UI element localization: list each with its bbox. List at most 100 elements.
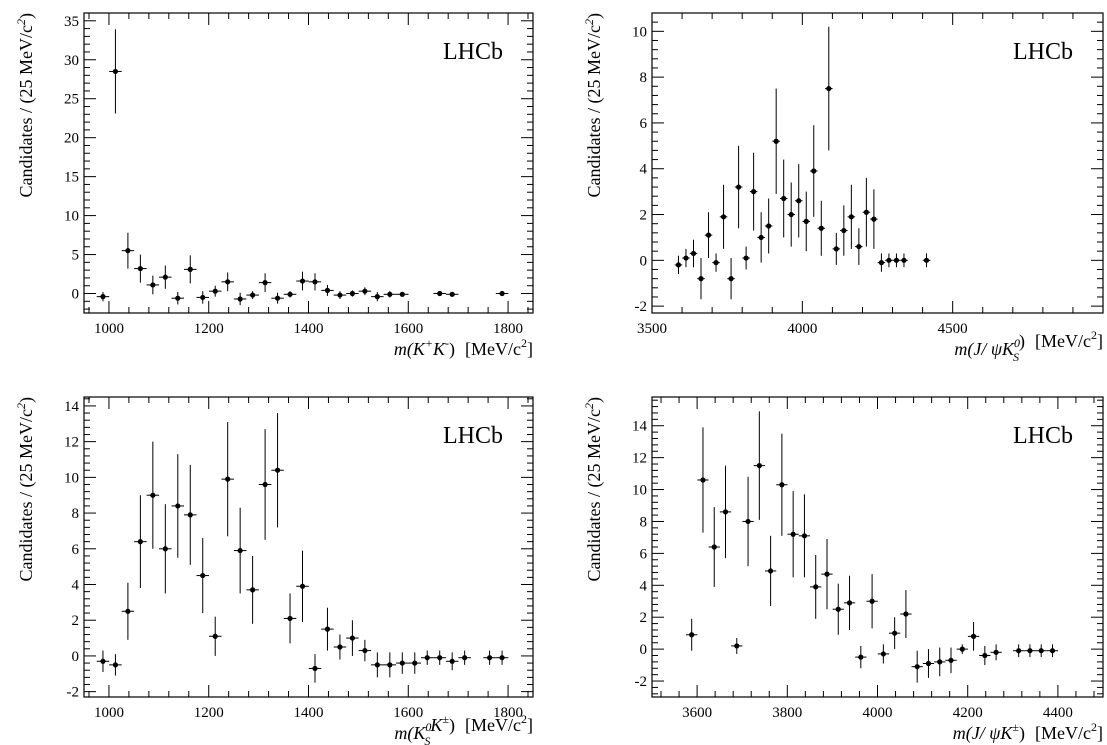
chart3-marker xyxy=(462,655,468,661)
chart3-x-tick-label: 1200 xyxy=(194,705,224,721)
chart4-data-point xyxy=(877,644,890,664)
chart4-data-point xyxy=(776,433,788,536)
chart2-data-point xyxy=(787,182,795,247)
chart3-y-tick-label: 0 xyxy=(72,649,80,665)
chart3-marker xyxy=(162,546,168,552)
chart4-y-tick-label: 8 xyxy=(640,514,648,530)
chart2-marker xyxy=(758,234,764,241)
chart1-data-point xyxy=(159,265,172,289)
chart2-data-point xyxy=(779,159,788,238)
chart3-y-axis-label-sup: 2 xyxy=(14,403,28,409)
chart2-marker xyxy=(788,211,794,218)
chart4-marker xyxy=(937,659,943,665)
chart3-data-point xyxy=(458,650,471,665)
chart2-data-point xyxy=(764,198,773,254)
chart4-marker xyxy=(892,630,898,636)
chart3-data-point xyxy=(371,652,384,678)
chart3-x-axis-unit: [MeV/c xyxy=(465,715,521,735)
chart2-marker xyxy=(886,257,892,263)
chart1-marker xyxy=(175,295,181,301)
chart4-x-tick-label: 3600 xyxy=(682,705,712,721)
chart1-marker xyxy=(125,248,131,254)
chart3-data-point xyxy=(184,464,197,565)
chart3-y-tick-label: 14 xyxy=(64,399,80,415)
chart4-marker xyxy=(982,652,988,659)
chart3-data-point xyxy=(396,652,409,674)
chart4-marker xyxy=(711,544,717,550)
chart3-marker xyxy=(424,655,430,661)
chart2-data-point xyxy=(870,189,878,249)
chart1-x-tick-label: 1200 xyxy=(194,321,224,337)
chart4-y-tick-label: 14 xyxy=(632,419,648,435)
chart3-marker xyxy=(312,665,318,672)
chart2-data-point xyxy=(794,164,803,238)
chart3-data-point xyxy=(196,538,209,614)
chart1-data-point xyxy=(296,271,309,291)
chart3-y-axis-label: Candidates / (25 MeV/c2) xyxy=(14,397,37,581)
chart3-marker xyxy=(100,658,106,664)
chart4-data-point xyxy=(798,494,811,578)
chart4-data-point xyxy=(866,574,878,629)
chart4-data-point xyxy=(911,650,923,683)
chart2-x-axis-label-part: ) xyxy=(1019,331,1025,352)
chart1-data-point xyxy=(196,291,209,304)
chart3-marker xyxy=(137,539,143,545)
chart4-data-point xyxy=(979,645,991,666)
chart3-panel: 1000 1200 1400 1600 1800 -2 0 2 4 6 8 10 12 14 LHCb Can… xyxy=(14,396,534,745)
chart4-data-point xyxy=(708,507,720,587)
chart4-data-point xyxy=(731,637,743,654)
chart2-marker xyxy=(743,255,749,261)
chart1-x-axis-unit-sup: 2 xyxy=(521,336,527,350)
chart1-marker xyxy=(324,287,331,294)
chart2-data-point xyxy=(810,125,818,217)
chart1-data-point xyxy=(171,291,185,305)
chart2-marker xyxy=(833,246,839,252)
chart4-marker xyxy=(813,584,819,590)
chart3-data-point xyxy=(159,504,172,594)
chart4-data-point xyxy=(1046,644,1059,658)
chart2-data-point xyxy=(772,88,780,194)
chart2-marker xyxy=(705,232,712,238)
chart1-y-tick-label: 5 xyxy=(72,248,80,264)
chart3-x-tick-label: 1600 xyxy=(393,705,423,721)
chart3-marker xyxy=(486,655,493,661)
chart4-data-point xyxy=(719,465,732,559)
chart1-data-point xyxy=(495,290,509,297)
chart4-marker xyxy=(756,463,762,469)
chart1-marker xyxy=(349,290,356,297)
chart1-marker xyxy=(374,294,380,300)
chart4-y-tick-label: 4 xyxy=(640,578,648,594)
chart3-marker xyxy=(412,660,418,666)
chart3-data-point xyxy=(283,593,297,644)
chart4-data-point xyxy=(697,427,709,533)
chart3-data-point xyxy=(308,654,322,683)
chart2-marker xyxy=(720,214,727,220)
chart4-marker xyxy=(970,633,977,639)
chart4-data-point xyxy=(821,539,833,610)
chart1-lhcb-label: LHCb xyxy=(443,39,503,65)
chart3-marker xyxy=(262,481,268,488)
chart1-data-point xyxy=(346,290,359,297)
chart2-marker xyxy=(803,218,809,224)
chart1-data-point xyxy=(121,232,135,269)
chart3-y-tick-label: -2 xyxy=(67,685,80,701)
chart4-x-tick-label: 4400 xyxy=(1043,705,1073,721)
chart2-x-tick-label: 4500 xyxy=(938,321,968,337)
chart1-data-point xyxy=(271,292,284,304)
chart1-panel: 1000 1200 1400 1600 1800 0 5 10 15 20 25 30 35 LHCb Ca… xyxy=(14,12,534,360)
chart1-marker xyxy=(212,288,218,294)
chart4-marker xyxy=(734,643,740,649)
chart3-x-axis-unit-close: ] xyxy=(527,715,533,735)
chart1-x-axis-label-part: m(K xyxy=(394,339,426,360)
chart4-marker xyxy=(948,657,954,663)
chart3-data-point xyxy=(258,429,272,540)
chart3-data-point xyxy=(296,550,309,622)
chart4-marker xyxy=(925,660,932,667)
chart4-data-point xyxy=(990,644,1002,661)
chart2-y-tick-label: -2 xyxy=(635,299,648,315)
chart4-marker xyxy=(790,531,796,537)
chart1-x-axis-label-part: + xyxy=(425,336,433,350)
chart2-x-axis-label-part: m(J/ ψK xyxy=(954,339,1015,360)
chart3-marker xyxy=(387,662,393,668)
chart3-data-point xyxy=(383,652,397,678)
